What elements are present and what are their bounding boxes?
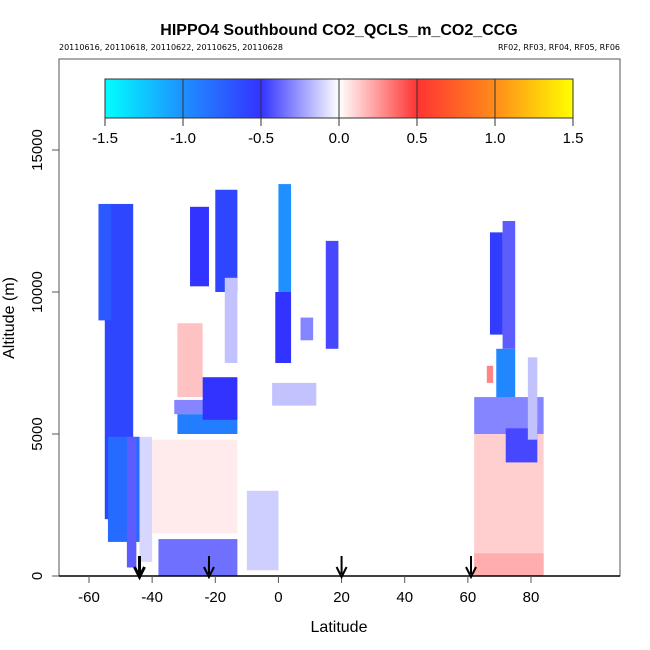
colorbar-tick-label: -1.0 bbox=[170, 130, 196, 147]
colorbar-tick-label: -1.5 bbox=[92, 130, 118, 147]
x-tick-label: 40 bbox=[396, 589, 413, 606]
y-tick-label: 15000 bbox=[29, 129, 46, 171]
heatmap-cell bbox=[139, 436, 153, 562]
y-axis-label: Altitude (m) bbox=[1, 277, 18, 359]
colorbar-tick-label: 1.0 bbox=[485, 130, 506, 147]
heatmap-cell bbox=[98, 203, 112, 321]
heatmap-cell bbox=[177, 323, 203, 398]
y-tick-label: 5000 bbox=[29, 417, 46, 450]
heatmap-cell bbox=[474, 553, 544, 576]
heatmap-cell bbox=[215, 189, 238, 292]
profile-marker-arrowhead bbox=[203, 566, 215, 580]
colorbar-tick-label: 0.0 bbox=[329, 130, 350, 147]
colorbar-tick-label: -0.5 bbox=[248, 130, 274, 147]
heatmap-cell bbox=[489, 232, 503, 335]
subtitle-flights: RF02, RF03, RF04, RF05, RF06 bbox=[498, 43, 620, 52]
heatmap-cell bbox=[272, 382, 317, 406]
profile-marker-arrowhead bbox=[465, 566, 477, 580]
x-tick-label: 20 bbox=[333, 589, 350, 606]
profile-marker-arrowhead bbox=[133, 566, 146, 581]
x-axis-label: Latitude bbox=[311, 619, 368, 636]
x-tick-label: 0 bbox=[274, 589, 282, 606]
heatmap-cell bbox=[246, 490, 279, 571]
x-tick-label: -60 bbox=[78, 589, 100, 606]
heatmap-cell bbox=[486, 365, 494, 383]
x-tick-label: 60 bbox=[460, 589, 477, 606]
heatmap-cell bbox=[190, 206, 209, 287]
profile-marker-arrowhead bbox=[335, 566, 348, 580]
heatmap-cell bbox=[527, 357, 538, 440]
heatmap-cell bbox=[275, 292, 292, 363]
profile-markers bbox=[133, 556, 477, 581]
x-tick-label: -40 bbox=[141, 589, 163, 606]
chart-title: HIPPO4 Southbound CO2_QCLS_m_CO2_CCG bbox=[160, 22, 517, 39]
colorbar-tick-label: 0.5 bbox=[407, 130, 428, 147]
heatmap-cell bbox=[278, 184, 292, 292]
colorbar-tick-label: 1.5 bbox=[563, 130, 584, 147]
y-tick-label: 0 bbox=[29, 572, 46, 580]
heatmap-cells bbox=[98, 184, 544, 576]
y-tick-label: 10000 bbox=[29, 271, 46, 313]
heatmap-cell bbox=[502, 221, 516, 349]
subtitle-dates: 20110616, 20110618, 20110622, 20110625, … bbox=[59, 43, 283, 52]
y-axis: 0 5000 10000 15000 bbox=[29, 129, 59, 580]
x-axis: -60 -40 -20 0 20 40 60 80 bbox=[59, 575, 620, 606]
heatmap-cell bbox=[496, 348, 516, 406]
heatmap-cell bbox=[126, 436, 137, 568]
heatmap-cell bbox=[152, 439, 238, 534]
heatmap-cell bbox=[300, 317, 314, 341]
colorbar-ticks: -1.5 -1.0 -0.5 0.0 0.5 1.0 1.5 bbox=[92, 79, 583, 147]
x-tick-label: 80 bbox=[523, 589, 540, 606]
heatmap-cell bbox=[158, 539, 238, 576]
x-tick-label: -20 bbox=[204, 589, 226, 606]
heatmap-cell bbox=[202, 377, 238, 420]
heatmap-cell bbox=[325, 240, 339, 349]
heatmap-cell bbox=[224, 277, 238, 363]
